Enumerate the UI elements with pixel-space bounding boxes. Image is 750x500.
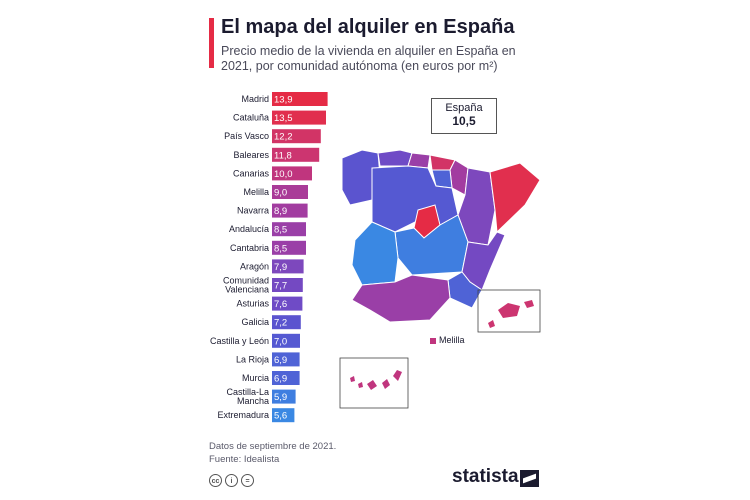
bar-cataluña (272, 110, 326, 125)
bar-value-cantabria: 8,5 (274, 243, 287, 254)
bar-value-navarra: 8,9 (274, 206, 287, 217)
bar-asturias (272, 296, 303, 311)
bar-melilla (272, 185, 308, 199)
bar-value-cataluña: 13,5 (274, 113, 293, 124)
data-note: Datos de septiembre de 2021. (209, 441, 337, 452)
map-region-andalucia (351, 274, 451, 323)
bar-value-aragón: 7,9 (274, 262, 287, 273)
bar-baleares (272, 147, 320, 162)
license-icons[interactable]: cc i = (209, 474, 254, 487)
bar-value-la-rioja: 6,9 (274, 355, 287, 366)
map-region-extremadura (351, 221, 399, 286)
map-region-castilla-la-mancha (394, 214, 469, 276)
map-region-baleares (488, 300, 534, 328)
bar-value-baleares: 11,8 (274, 150, 292, 161)
map-region-cataluna (489, 162, 541, 234)
chart-title: El mapa del alquiler en España (221, 16, 515, 38)
equals-icon[interactable]: = (241, 474, 254, 487)
title-accent-bar (209, 18, 214, 68)
bar-navarra (272, 203, 308, 218)
bar-label-comunidad-valenciana: Comunidad Valenciana (223, 276, 269, 295)
bar-label-castilla-y-león: Castilla y León (210, 336, 269, 346)
bar-label-melilla: Melilla (243, 187, 269, 197)
source-notes: Datos de septiembre de 2021. Fuente: Ide… (209, 440, 336, 466)
bar-label-navarra: Navarra (237, 206, 269, 216)
bar-label-madrid: Madrid (241, 94, 269, 104)
statista-logo[interactable]: statista (452, 466, 519, 487)
bar-value-país-vasco: 12,2 (274, 132, 293, 143)
bar-label-andalucía: Andalucía (229, 224, 269, 234)
bar-murcia (272, 371, 300, 385)
bar-value-castilla-y-león: 7,0 (274, 336, 287, 347)
bar-value-castilla-la-mancha: 5,9 (274, 392, 287, 403)
melilla-legend-swatch (430, 337, 436, 344)
map-region-canarias (350, 370, 402, 390)
spain-average-label: España (445, 102, 483, 114)
bar-label-cantabria: Cantabria (230, 243, 269, 253)
bar-castilla-la-mancha (272, 389, 296, 404)
bar-value-galicia: 7,2 (274, 318, 287, 329)
source-text: Fuente: Idealista (209, 454, 280, 465)
bar-chart: Madrid 13,9 Cataluña 13,5 País Vasco 12,2 Bale… (210, 92, 328, 423)
bar-label-país-vasco: País Vasco (224, 131, 269, 141)
map-region-navarra (449, 159, 469, 196)
bar-label-galicia: Galicia (241, 317, 269, 327)
bar-país-vasco (272, 129, 321, 144)
bar-cantabria (272, 240, 306, 255)
bar-label-extremadura: Extremadura (217, 410, 269, 420)
bar-galicia (272, 315, 301, 330)
bar-label-cataluña: Cataluña (233, 113, 269, 123)
melilla-legend: Melilla (430, 335, 465, 345)
spain-average-value: 10,5 (452, 114, 476, 128)
spain-map (339, 149, 541, 409)
bar-castilla-y-león (272, 333, 300, 348)
bar-value-comunidad-valenciana: 7,7 (274, 281, 287, 292)
bar-value-andalucía: 8,5 (274, 225, 287, 236)
bar-value-asturias: 7,6 (274, 299, 287, 310)
bar-value-murcia: 6,9 (274, 374, 287, 385)
cc-icon[interactable]: cc (209, 474, 222, 487)
bar-label-aragón: Aragón (240, 261, 269, 271)
statista-logo-icon[interactable] (520, 470, 539, 487)
bar-label-canarias: Canarias (233, 168, 270, 178)
bar-madrid (272, 92, 328, 106)
bar-canarias (272, 166, 312, 181)
bar-label-murcia: Murcia (242, 373, 269, 383)
melilla-legend-label: Melilla (439, 335, 465, 345)
map-region-cantabria (407, 152, 431, 169)
map-region-asturias (377, 149, 413, 167)
by-icon[interactable]: i (225, 474, 238, 487)
bar-andalucía (272, 222, 306, 237)
baleares-inset-frame (477, 289, 541, 333)
bar-label-asturias: Asturias (236, 299, 269, 309)
bar-value-melilla: 9,0 (274, 188, 287, 199)
bar-value-extremadura: 5,6 (274, 411, 287, 422)
spain-average-box: España 10,5 (431, 98, 497, 134)
bar-value-canarias: 10,0 (274, 169, 293, 180)
bar-label-la-rioja: La Rioja (236, 354, 269, 364)
bar-extremadura (272, 408, 295, 423)
bar-value-madrid: 13,9 (274, 95, 293, 106)
bar-label-castilla-la-mancha: Castilla-La Mancha (226, 387, 269, 406)
bar-la-rioja (272, 352, 300, 367)
canarias-inset-frame (339, 357, 409, 409)
bar-aragón (272, 259, 304, 274)
chart-subtitle: Precio medio de la vivienda en alquiler … (221, 44, 516, 73)
bar-comunidad-valenciana (272, 278, 303, 292)
bar-label-baleares: Baleares (233, 150, 269, 160)
